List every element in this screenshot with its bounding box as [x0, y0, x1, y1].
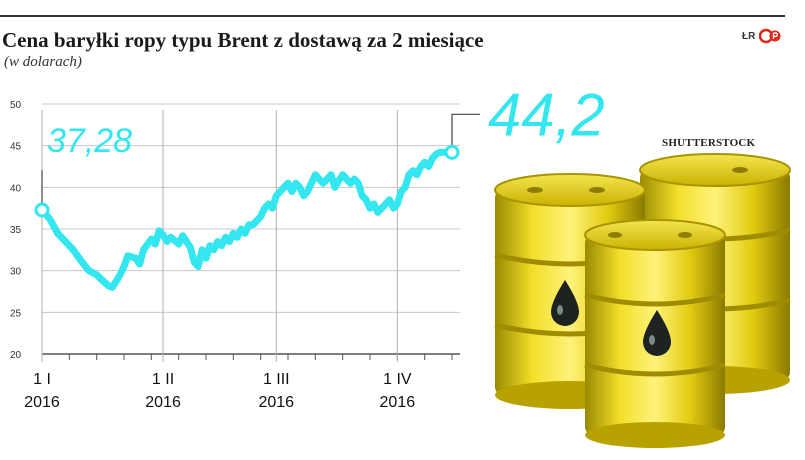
start-point-marker	[34, 202, 50, 218]
brand-mark-icon	[759, 28, 781, 44]
x-tick-year-label: 2016	[24, 394, 60, 411]
barrel-front-icon	[584, 219, 726, 448]
price-series-line	[38, 148, 456, 291]
price-line-chart: 20 25 30 35 40 45 50 1 I 2016 1 II 2016 1 III 2016 1 …	[10, 81, 605, 411]
end-point-marker	[444, 144, 460, 160]
x-tick-label: 1 III	[263, 371, 290, 388]
y-tick-label: 45	[10, 142, 22, 153]
photo-credit: SHUTTERSTOCK	[662, 137, 756, 149]
y-tick-label: 35	[10, 225, 22, 236]
y-tick-label: 50	[10, 100, 22, 111]
y-tick-label: 20	[10, 350, 22, 361]
x-tick-label: 1 IV	[383, 371, 412, 388]
x-tick-year-label: 2016	[380, 394, 416, 411]
x-tick-year-label: 2016	[145, 394, 181, 411]
chart-subtitle: (w dolarach)	[4, 54, 82, 70]
y-tick-label: 30	[10, 267, 22, 278]
logo-text: ŁR	[742, 31, 756, 42]
publisher-logo: ŁR	[740, 27, 785, 47]
end-value-label: 44,2	[488, 81, 605, 148]
x-tick-year-label: 2016	[258, 394, 294, 411]
oil-barrels-illustration	[494, 153, 791, 448]
x-tick-label: 1 I	[33, 371, 51, 388]
y-tick-label: 40	[10, 183, 22, 194]
end-callout-line	[451, 113, 480, 147]
y-tick-label: 25	[10, 308, 22, 319]
chart-title: Cena baryłki ropy typu Brent z dostawą z…	[2, 28, 484, 52]
top-rule	[0, 15, 785, 17]
x-tick-label: 1 II	[152, 371, 174, 388]
start-value-label: 37,28	[47, 122, 132, 160]
